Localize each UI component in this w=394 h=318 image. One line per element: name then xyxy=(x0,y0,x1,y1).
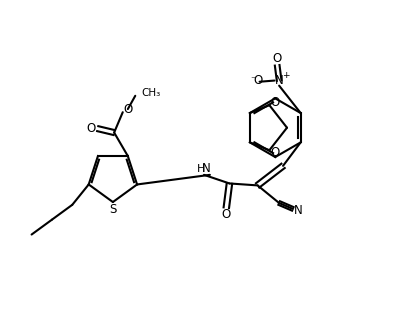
Text: +: + xyxy=(282,71,290,80)
Text: O: O xyxy=(123,103,132,115)
Text: CH₃: CH₃ xyxy=(141,88,161,98)
Text: O: O xyxy=(221,208,230,221)
Text: O: O xyxy=(270,96,279,109)
Text: N: N xyxy=(202,162,210,176)
Text: O: O xyxy=(270,146,279,159)
Text: H: H xyxy=(197,164,206,174)
Text: O: O xyxy=(253,74,262,87)
Text: N: N xyxy=(294,204,303,217)
Text: O: O xyxy=(86,122,96,135)
Text: S: S xyxy=(109,203,117,216)
Text: ⁻: ⁻ xyxy=(250,76,256,86)
Text: N: N xyxy=(275,74,284,87)
Text: O: O xyxy=(273,52,282,65)
